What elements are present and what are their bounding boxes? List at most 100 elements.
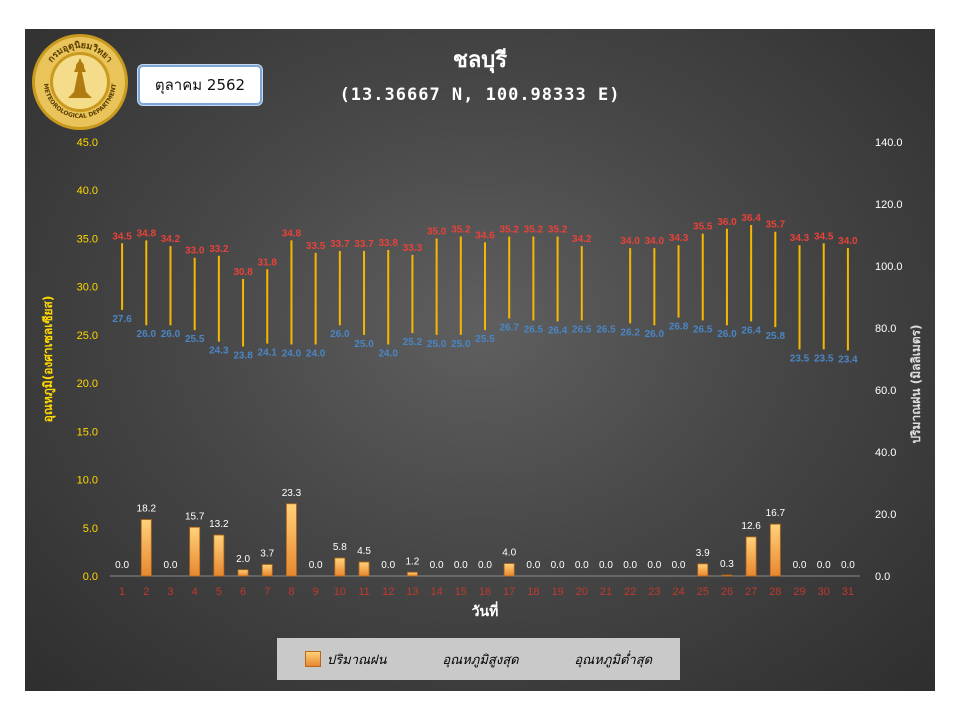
- period-label: ตุลาคม 2562: [154, 76, 246, 94]
- rain-bar: [189, 526, 201, 577]
- rain-label: 16.7: [766, 508, 786, 519]
- rain-label: 3.7: [260, 549, 274, 560]
- max-temp-label: 34.3: [669, 233, 689, 244]
- meteorological-department-seal-icon: กรมอุตุนิยมวิทยา METEOROLOGICAL DEPARTME…: [32, 34, 128, 130]
- rain-label: 0.0: [381, 560, 395, 571]
- y-tick-right: 100.0: [875, 261, 903, 273]
- min-temp-label: 26.2: [620, 327, 640, 338]
- rain-label: 0.0: [599, 560, 613, 571]
- x-tick-label: 30: [818, 586, 830, 598]
- rain-label: 0.0: [817, 560, 831, 571]
- rain-label: 0.0: [526, 560, 540, 571]
- chart-title: ชลบุรี: [452, 48, 508, 73]
- y-tick-left: 10.0: [77, 475, 98, 487]
- max-temp-label: 34.0: [838, 236, 858, 247]
- x-tick-label: 9: [313, 586, 319, 598]
- min-temp-label: 24.0: [282, 349, 302, 360]
- x-tick-label: 14: [430, 586, 442, 598]
- rain-label: 0.0: [623, 560, 637, 571]
- legend-label-rain: ปริมาณฝน: [326, 652, 387, 668]
- max-temp-label: 35.5: [693, 222, 713, 233]
- max-temp-label: 34.3: [790, 233, 810, 244]
- max-temp-label: 36.4: [741, 213, 761, 224]
- x-tick-label: 24: [672, 586, 684, 598]
- y-tick-right: 80.0: [875, 323, 896, 335]
- rain-bar: [237, 569, 249, 577]
- x-tick-label: 18: [527, 586, 539, 598]
- y-tick-right: 60.0: [875, 385, 896, 397]
- x-tick-label: 29: [793, 586, 805, 598]
- min-temp-label: 23.5: [790, 353, 810, 364]
- min-temp-label: 26.7: [499, 322, 519, 333]
- max-temp-label: 34.2: [161, 234, 181, 245]
- min-temp-label: 23.5: [814, 353, 834, 364]
- y-tick-left: 35.0: [77, 233, 98, 245]
- rain-label: 0.0: [575, 560, 589, 571]
- min-temp-label: 24.3: [209, 346, 229, 357]
- x-tick-label: 1: [119, 586, 125, 598]
- y-tick-right: 0.0: [875, 571, 890, 583]
- min-temp-label: 26.5: [693, 324, 713, 335]
- chart-subtitle: (13.36667 N, 100.98333 E): [339, 85, 621, 105]
- min-temp-label: 26.0: [161, 329, 181, 340]
- max-temp-label: 34.2: [572, 234, 592, 245]
- max-temp-label: 33.8: [378, 238, 398, 249]
- min-temp-label: 24.0: [306, 349, 326, 360]
- max-temp-label: 35.2: [524, 225, 544, 236]
- legend: ปริมาณฝน อุณหภูมิสูงสุด อุณหภูมิต่ำสุด: [277, 638, 680, 680]
- min-temp-label: 23.4: [838, 354, 858, 365]
- max-temp-label: 35.7: [766, 220, 786, 231]
- min-temp-label: 26.0: [137, 329, 157, 340]
- rain-label: 0.0: [164, 560, 178, 571]
- x-tick-label: 23: [648, 586, 660, 598]
- y-axis-label-left: อุณหภูมิ(องศาเซลเซียส): [41, 296, 56, 423]
- rain-label: 0.0: [551, 560, 565, 571]
- x-tick-label: 25: [697, 586, 709, 598]
- y-tick-left: 30.0: [77, 282, 98, 294]
- min-temp-label: 24.1: [258, 348, 278, 359]
- min-temp-label: 23.8: [233, 350, 253, 361]
- y-tick-left: 25.0: [77, 330, 98, 342]
- y-tick-left: 20.0: [77, 378, 98, 390]
- min-temp-label: 26.5: [524, 324, 544, 335]
- x-tick-label: 2: [143, 586, 149, 598]
- max-temp-label: 33.7: [354, 239, 374, 250]
- x-tick-label: 10: [334, 586, 346, 598]
- rain-label: 0.0: [647, 560, 661, 571]
- max-temp-label: 34.6: [475, 230, 495, 241]
- rain-label: 23.3: [282, 488, 302, 499]
- rain-label: 5.8: [333, 542, 347, 553]
- min-temp-label: 26.0: [330, 329, 350, 340]
- max-temp-label: 35.2: [548, 225, 568, 236]
- x-tick-label: 13: [406, 586, 418, 598]
- min-temp-label: 27.6: [112, 314, 132, 325]
- x-tick-label: 12: [382, 586, 394, 598]
- rain-label: 0.0: [672, 560, 686, 571]
- max-temp-label: 34.8: [137, 228, 157, 239]
- max-temp-label: 31.8: [258, 257, 278, 268]
- legend-label-min-temp: อุณหภูมิต่ำสุด: [574, 652, 653, 668]
- rain-bar: [334, 557, 346, 577]
- max-temp-label: 36.0: [717, 217, 737, 228]
- max-temp-label: 34.5: [112, 231, 132, 242]
- rain-bar: [213, 534, 225, 577]
- max-temp-label: 33.0: [185, 246, 205, 257]
- min-temp-label: 25.0: [427, 339, 447, 350]
- rain-label: 0.0: [430, 560, 444, 571]
- rain-label: 4.0: [502, 548, 516, 559]
- rain-label: 13.2: [209, 519, 229, 530]
- min-temp-label: 26.0: [717, 329, 737, 340]
- y-tick-left: 15.0: [77, 426, 98, 438]
- legend-item-rain: ปริมาณฝน: [304, 649, 387, 670]
- weather-chart: 0.05.010.015.020.025.030.035.040.045.00.…: [41, 137, 923, 620]
- min-temp-label: 26.0: [645, 329, 665, 340]
- rain-bar: [503, 563, 515, 577]
- max-temp-label: 30.8: [233, 267, 253, 278]
- rain-label: 1.2: [405, 556, 419, 567]
- rain-label: 18.2: [137, 504, 157, 515]
- max-temp-label: 33.7: [330, 239, 350, 250]
- x-tick-label: 31: [842, 586, 854, 598]
- y-tick-right: 40.0: [875, 447, 896, 459]
- rain-label: 0.0: [478, 560, 492, 571]
- legend-item-max-temp: อุณหภูมิสูงสุด: [442, 649, 518, 670]
